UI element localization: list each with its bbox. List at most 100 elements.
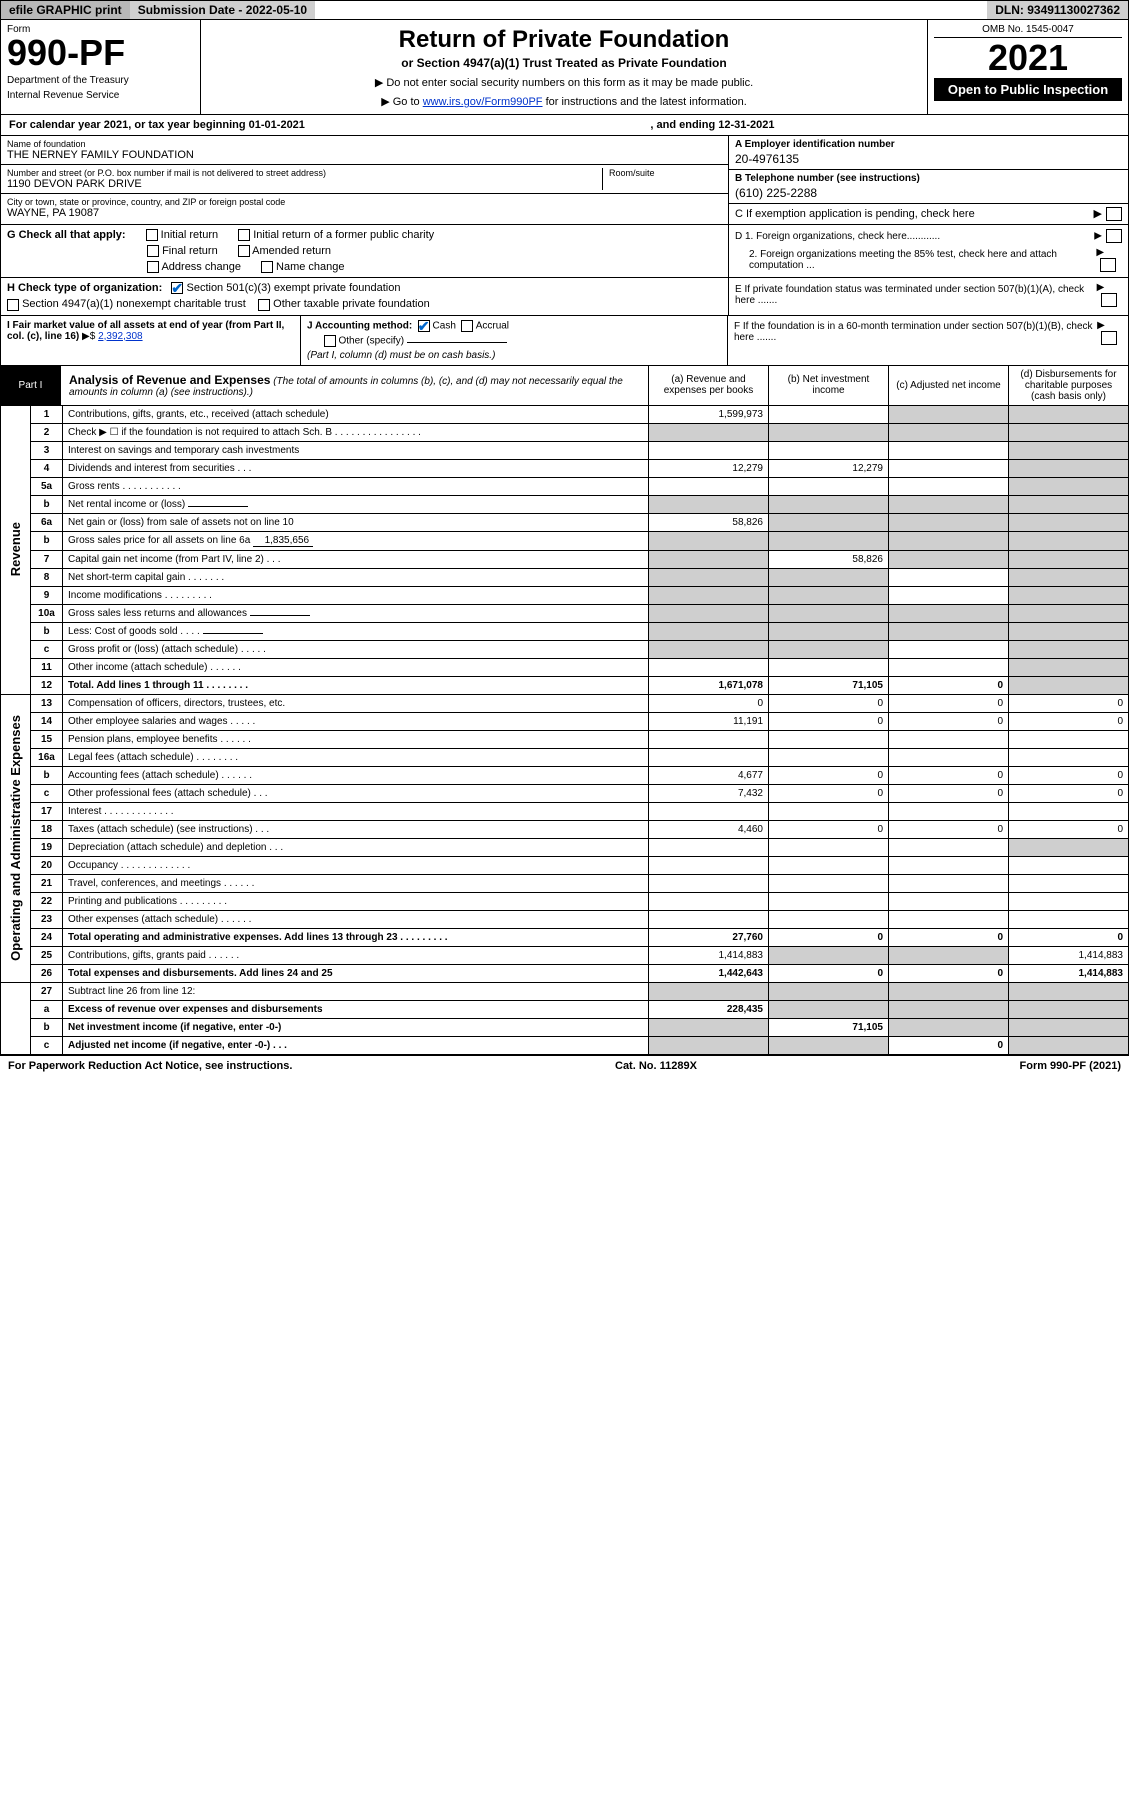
- entity-right: A Employer identification number 20-4976…: [728, 136, 1128, 224]
- i-arrow: ▶$: [82, 331, 95, 342]
- row-number: b: [31, 766, 63, 784]
- table-row: 17 Interest . . . . . . . . . . . . .: [1, 802, 1129, 820]
- g-opt-1: Initial return of a former public charit…: [253, 229, 434, 241]
- row-desc: Occupancy . . . . . . . . . . . . .: [63, 856, 649, 874]
- cell-shaded: [649, 423, 769, 441]
- cell-value: [889, 856, 1009, 874]
- cell-shaded: [889, 982, 1009, 1000]
- row-number: b: [31, 1018, 63, 1036]
- row-number: 3: [31, 441, 63, 459]
- table-row: b Gross sales price for all assets on li…: [1, 531, 1129, 550]
- cell-value: 27,760: [649, 928, 769, 946]
- ein-row: A Employer identification number 20-4976…: [729, 136, 1128, 170]
- cell-value: 58,826: [649, 513, 769, 531]
- cell-shaded: [1009, 531, 1129, 550]
- cell-shaded: [1009, 622, 1129, 640]
- cell-value: 0: [1009, 694, 1129, 712]
- name-row: Name of foundation THE NERNEY FAMILY FOU…: [1, 136, 728, 165]
- c-checkbox[interactable]: [1106, 207, 1122, 221]
- cell-shaded: [889, 622, 1009, 640]
- row-number: 11: [31, 658, 63, 676]
- d2-checkbox[interactable]: [1100, 258, 1116, 272]
- cell-value: [649, 874, 769, 892]
- initial-former-checkbox[interactable]: [238, 229, 250, 241]
- cell-shaded: [649, 1036, 769, 1054]
- e-checkbox[interactable]: [1101, 293, 1117, 307]
- name-change-checkbox[interactable]: [261, 261, 273, 273]
- form-subtitle: or Section 4947(a)(1) Trust Treated as P…: [207, 56, 921, 70]
- row-desc: Other income (attach schedule) . . . . .…: [63, 658, 649, 676]
- table-row: 6a Net gain or (loss) from sale of asset…: [1, 513, 1129, 531]
- cell-shaded: [889, 1018, 1009, 1036]
- row-desc: Subtract line 26 from line 12:: [63, 982, 649, 1000]
- address-change-checkbox[interactable]: [147, 261, 159, 273]
- cell-value: 4,677: [649, 766, 769, 784]
- h-label: H Check type of organization:: [7, 282, 162, 294]
- row-number: b: [31, 495, 63, 513]
- f-label: F If the foundation is in a 60-month ter…: [734, 321, 1097, 343]
- table-row: b Net rental income or (loss): [1, 495, 1129, 513]
- other-taxable-checkbox[interactable]: [258, 299, 270, 311]
- cell-shaded: [1009, 676, 1129, 694]
- row-number: c: [31, 1036, 63, 1054]
- cell-shaded: [889, 406, 1009, 424]
- inst2-post: for instructions and the latest informat…: [543, 96, 747, 108]
- cell-value: 58,826: [769, 550, 889, 568]
- cell-shaded: [769, 495, 889, 513]
- form-title: Return of Private Foundation: [207, 26, 921, 54]
- footer-center: Cat. No. 11289X: [615, 1060, 697, 1072]
- accrual-checkbox[interactable]: [461, 320, 473, 332]
- d1-checkbox[interactable]: [1106, 229, 1122, 243]
- amended-return-checkbox[interactable]: [238, 245, 250, 257]
- table-row: Operating and Administrative Expenses 13…: [1, 694, 1129, 712]
- exemption-row: C If exemption application is pending, c…: [729, 204, 1128, 224]
- e-label: E If private foundation status was termi…: [735, 284, 1097, 306]
- row-number: 18: [31, 820, 63, 838]
- 501c3-checkbox[interactable]: [171, 282, 183, 294]
- footer-left: For Paperwork Reduction Act Notice, see …: [8, 1060, 292, 1072]
- form-number: 990-PF: [7, 35, 194, 71]
- cell-shaded: [769, 586, 889, 604]
- row-desc: Gross sales less returns and allowances: [63, 604, 649, 622]
- table-row: 21 Travel, conferences, and meetings . .…: [1, 874, 1129, 892]
- initial-return-checkbox[interactable]: [146, 229, 158, 241]
- part1-title: Analysis of Revenue and Expenses: [69, 373, 270, 387]
- table-row: 11 Other income (attach schedule) . . . …: [1, 658, 1129, 676]
- g-opt-0: Initial return: [161, 229, 218, 241]
- table-row: a Excess of revenue over expenses and di…: [1, 1000, 1129, 1018]
- cell-shaded: [649, 495, 769, 513]
- cell-shaded: [1009, 640, 1129, 658]
- cell-shaded: [1009, 982, 1129, 1000]
- calendar-year-row: For calendar year 2021, or tax year begi…: [0, 115, 1129, 136]
- cell-shaded: [769, 531, 889, 550]
- cell-value: [649, 748, 769, 766]
- expenses-side-label: Operating and Administrative Expenses: [1, 694, 31, 982]
- cell-value: 228,435: [649, 1000, 769, 1018]
- h-e-section: H Check type of organization: Section 50…: [0, 278, 1129, 315]
- cell-shaded: [889, 550, 1009, 568]
- row-desc: Excess of revenue over expenses and disb…: [63, 1000, 649, 1018]
- row-number: 15: [31, 730, 63, 748]
- table-row: 16a Legal fees (attach schedule) . . . .…: [1, 748, 1129, 766]
- cell-shaded: [1009, 406, 1129, 424]
- final-return-checkbox[interactable]: [147, 245, 159, 257]
- irs-link[interactable]: www.irs.gov/Form990PF: [423, 96, 543, 108]
- row-number: 13: [31, 694, 63, 712]
- cell-value: 12,279: [769, 459, 889, 477]
- cell-value: 0: [769, 928, 889, 946]
- table-row: b Net investment income (if negative, en…: [1, 1018, 1129, 1036]
- cell-value: 1,599,973: [649, 406, 769, 424]
- cell-value: [769, 892, 889, 910]
- cal-year-ending: , and ending 12-31-2021: [305, 119, 1120, 131]
- cell-shaded: [1009, 1036, 1129, 1054]
- table-row: c Gross profit or (loss) (attach schedul…: [1, 640, 1129, 658]
- cell-value: [769, 838, 889, 856]
- cash-checkbox[interactable]: [418, 320, 430, 332]
- other-method-checkbox[interactable]: [324, 335, 336, 347]
- row-desc: Compensation of officers, directors, tru…: [63, 694, 649, 712]
- row-number: c: [31, 784, 63, 802]
- 4947-checkbox[interactable]: [7, 299, 19, 311]
- f-checkbox[interactable]: [1101, 331, 1117, 345]
- cell-value: [889, 477, 1009, 495]
- phone-label: B Telephone number (see instructions): [735, 173, 1122, 184]
